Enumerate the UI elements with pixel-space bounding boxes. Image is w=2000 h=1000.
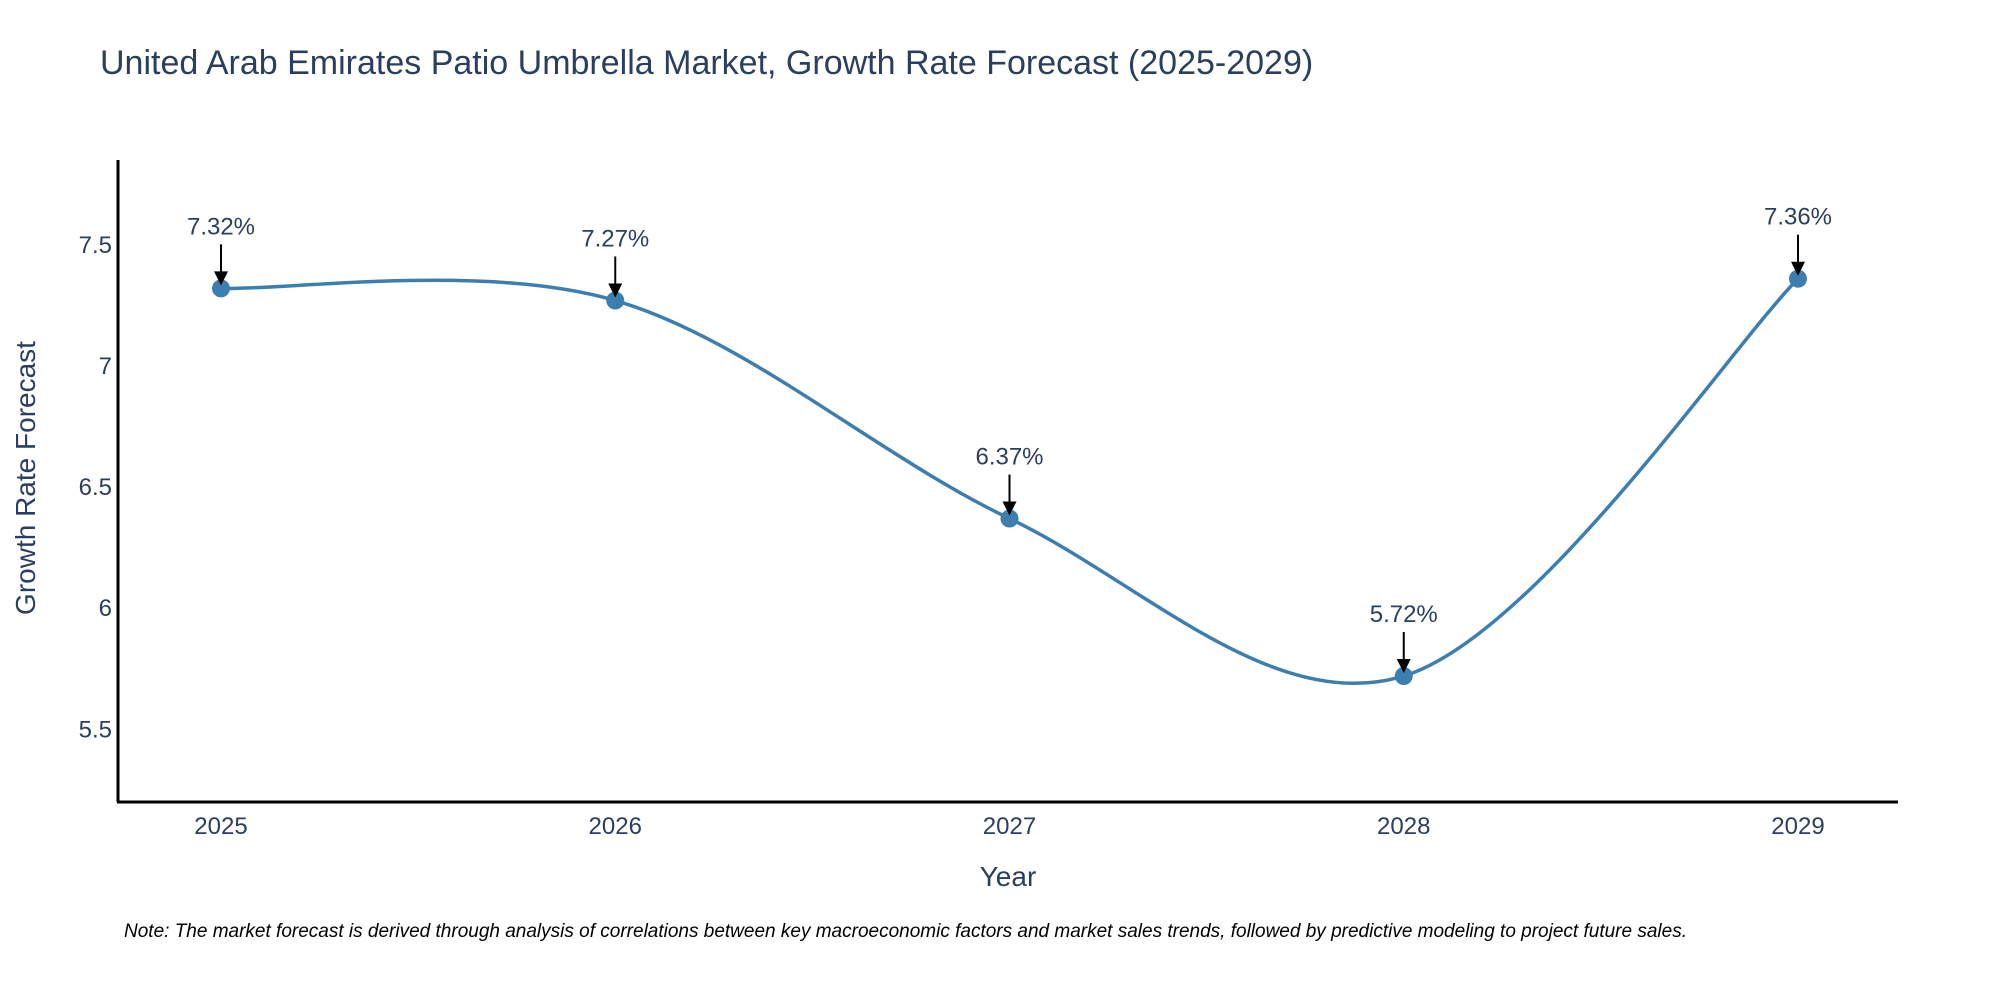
y-tick-label: 6: [99, 595, 112, 622]
x-tick-label: 2025: [194, 813, 247, 840]
y-tick-label: 7: [99, 353, 112, 380]
annotation-arrow-head: [214, 271, 228, 286]
data-label: 6.37%: [975, 444, 1043, 471]
chart-title: United Arab Emirates Patio Umbrella Mark…: [100, 44, 1314, 82]
data-label: 7.32%: [187, 213, 255, 240]
series-line: [220, 277, 1800, 685]
annotation-arrow-head: [1396, 659, 1411, 674]
chart-note: Note: The market forecast is derived thr…: [124, 921, 1687, 942]
data-label: 7.27%: [581, 226, 649, 253]
data-point: [1789, 269, 1807, 288]
data-point: [1000, 509, 1019, 528]
series: [212, 269, 1807, 686]
axes: [116, 160, 1898, 804]
data-point: [1394, 667, 1413, 686]
x-axis-title: Year: [980, 861, 1037, 892]
y-tick-label: 6.5: [79, 474, 112, 501]
x-tick-label: 2026: [589, 813, 642, 840]
data-label: 5.72%: [1370, 601, 1438, 628]
data-point: [212, 279, 230, 298]
x-tick-label: 2027: [983, 813, 1036, 840]
y-axis-title: Growth Rate Forecast: [10, 341, 41, 615]
data-point: [606, 291, 625, 310]
y-tick-label: 7.5: [79, 232, 112, 259]
x-tick-label: 2029: [1771, 813, 1824, 840]
x-tick-label: 2028: [1377, 813, 1430, 840]
annotation-arrow-head: [608, 283, 623, 298]
data-label: 7.36%: [1764, 204, 1832, 231]
y-tick-label: 5.5: [79, 716, 112, 743]
ticks: 5.5 6 6.5 7 7.5 2025 2026 2027 2028 2029: [79, 232, 1825, 840]
annotation-arrow-head: [1002, 501, 1017, 516]
annotation-arrow-head: [1791, 261, 1805, 276]
annotations: 7.32% 7.27% 6.37% 5.72% 7.36%: [187, 204, 1832, 674]
